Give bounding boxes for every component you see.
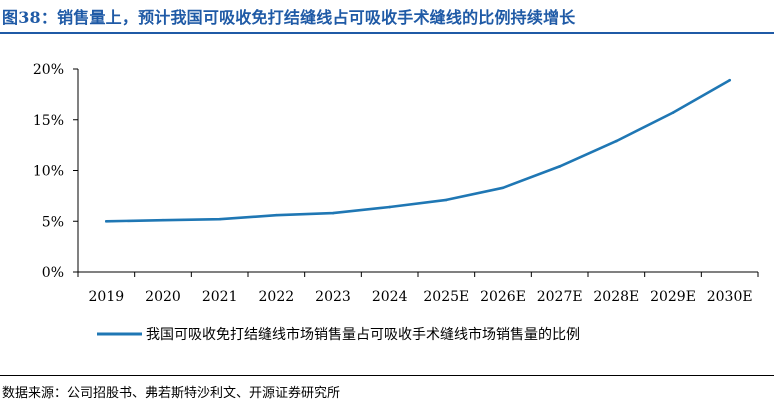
x-tick-label: 2020 [145,289,181,305]
y-tick-label: 15% [33,113,64,129]
data-point [105,219,108,223]
legend: 我国可吸收免打结缝线市场销售量占可吸收手术缝线市场销售量的比例 [97,326,580,343]
title-rule [0,32,774,34]
data-point [218,217,221,221]
x-tick-label: 2030E [707,289,753,305]
x-tick-label: 2026E [480,289,526,305]
data-point [161,218,165,222]
line-chart: 0%5%10%15%20% 2019 2020 2021 2022 2023 2024 20… [33,62,759,343]
x-tick-label: 2023 [315,289,351,305]
source-rule [0,375,774,376]
x-tick-label: 2025E [423,289,469,305]
x-tick-label: 2019 [89,289,125,305]
y-tick-label: 0% [42,265,64,281]
data-point [671,111,675,114]
data-point [728,78,731,82]
series-lines [105,78,732,223]
chart-axes [73,68,759,277]
x-tick-label: 2028E [593,289,639,305]
y-tick-label: 5% [42,214,64,230]
x-tick-label: 2022 [259,289,295,305]
figure-title: 图38：销售量上，预计我国可吸收免打结缝线占可吸收手术缝线的比例持续增长 [2,8,576,27]
legend-label: 我国可吸收免打结缝线市场销售量占可吸收手术缝线市场销售量的比例 [146,326,580,343]
data-point [501,186,505,190]
data-point [558,165,561,168]
x-tick-label: 2027E [537,289,583,305]
data-point [445,198,448,202]
x-tick-label: 2024 [372,289,408,305]
data-point [615,139,618,143]
x-tick-label: 2021 [202,289,238,305]
y-tick-label: 10% [33,164,64,180]
data-point [388,205,391,209]
x-tick-label: 2029E [650,289,696,305]
x-tick-labels: 2019 2020 2021 2022 2023 2024 2025E 2026E 2027E 2… [89,289,753,305]
y-tick-labels: 0% 5% 10% 15% 20% [33,62,64,281]
y-tick-label: 20% [33,62,64,78]
data-point [275,213,278,217]
data-point [331,211,335,215]
series-line [105,78,732,223]
source-note: 数据来源：公司招股书、弗若斯特沙利文、开源证券研究所 [2,386,341,401]
